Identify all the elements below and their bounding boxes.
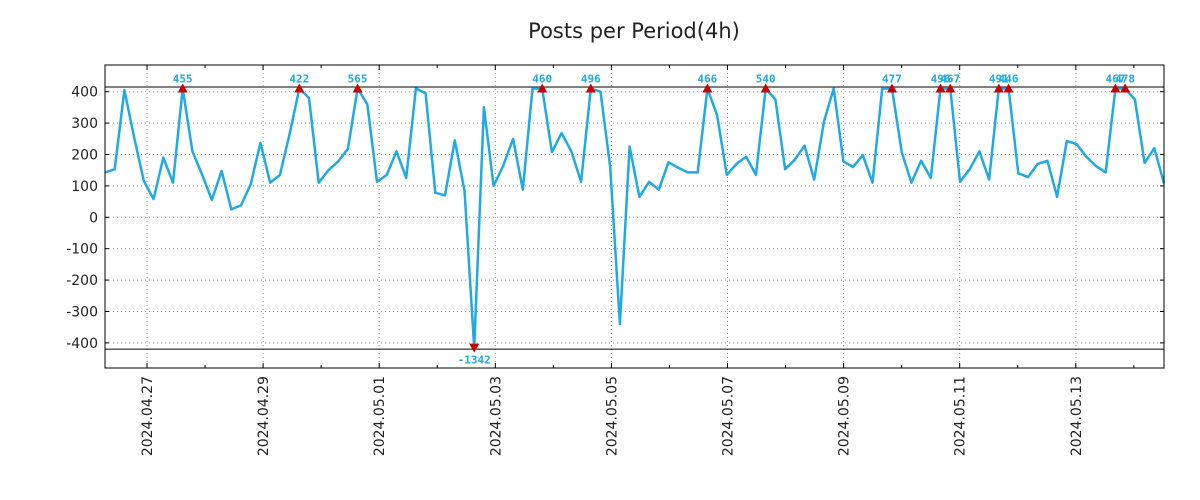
y-tick-label: -400 [66,336,98,352]
x-axis-ticks: 2024.04.27 2024.04.29 2024.05.01 2024.05.03… [140,65,1135,456]
peak-label: 422 [289,73,309,86]
grid-lines [105,65,1164,368]
peak-marker [1003,83,1014,93]
y-tick-label: 300 [71,116,98,132]
y-axis-ticks: 400 300 200 100 0 -100 -200 -300 -400 [66,85,1164,352]
peak-label: 467 [940,73,960,86]
x-tick-label: 2024.05.07 [721,376,737,456]
peak-marker [935,83,946,93]
y-tick-label: 0 [89,210,98,226]
y-tick-label: -100 [66,242,98,258]
peak-marker [760,83,771,93]
peak-label: 446 [999,73,1019,86]
peak-label: 565 [348,73,368,86]
x-tick-label: 2024.05.13 [1069,376,1085,456]
clip-reference-lines [105,86,1164,350]
peak-label: 496 [581,73,601,86]
peak-label: 460 [532,73,552,86]
peak-label: 540 [756,73,776,86]
x-tick-label: 2024.04.27 [140,376,156,456]
x-tick-label: 2024.04.29 [256,376,272,456]
plot-frame [104,64,1165,369]
x-tick-label: 2024.05.09 [837,376,853,456]
peak-label: -1342 [458,354,491,367]
peak-marker [469,343,480,353]
peak-marker [537,83,548,93]
peak-marker [1120,83,1131,93]
peak-marker [585,83,596,93]
peak-marker [177,83,188,93]
peak-marker [294,83,305,93]
x-tick-label: 2024.05.11 [953,376,969,456]
peak-marker [993,83,1004,93]
y-tick-label: -200 [66,273,98,289]
peak-label: 455 [173,73,193,86]
y-tick-label: 400 [71,85,98,101]
peak-marker [1110,83,1121,93]
y-tick-label: -300 [66,304,98,320]
peak-marker [352,83,363,93]
peak-marker [886,83,897,93]
series-line [104,87,1166,349]
y-tick-label: 200 [71,147,98,163]
peak-marker [945,83,956,93]
y-tick-label: 100 [71,179,98,195]
peak-label: 491 [989,73,1009,86]
peak-marker [702,83,713,93]
chart-title: Posts per Period(4h) [528,19,740,43]
x-tick-label: 2024.05.01 [372,376,388,456]
peak-label: 466 [697,73,717,86]
peak-label: 496 [931,73,951,86]
peak-label: 477 [882,73,902,86]
peak-label: 467 [1105,73,1125,86]
series-posts [104,87,1166,349]
x-tick-label: 2024.05.05 [604,376,620,456]
x-tick-label: 2024.05.03 [488,376,504,456]
peak-label: 478 [1115,73,1135,86]
